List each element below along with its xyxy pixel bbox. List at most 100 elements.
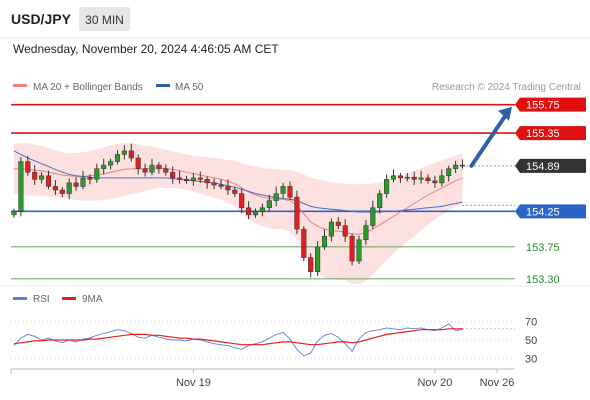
price-label-target: 153.75: [526, 242, 560, 254]
candle: [108, 158, 114, 170]
svg-text:155.35: 155.35: [526, 128, 560, 140]
candle: [121, 145, 127, 160]
candle: [170, 166, 176, 184]
forecast-arrow-shaft: [469, 112, 508, 168]
candle: [280, 182, 286, 198]
candle: [73, 177, 79, 191]
price-label-target: 153.30: [526, 274, 560, 286]
candle: [294, 190, 300, 235]
candle: [94, 163, 100, 183]
candle: [266, 194, 272, 212]
candle: [390, 169, 397, 183]
rsi-tick-label: 50: [525, 335, 537, 347]
candle: [397, 172, 403, 183]
rsi-ma-legend-swatch: [62, 297, 76, 300]
time-tick-label: Nov 19: [176, 377, 211, 389]
symbol-title: USD/JPY: [11, 11, 72, 27]
datetime-label: Wednesday, November 20, 2024 4:46:05 AM …: [13, 42, 279, 56]
candle: [404, 172, 410, 182]
candle: [156, 162, 162, 174]
svg-text:153.30: 153.30: [526, 274, 560, 286]
candle: [183, 175, 190, 184]
forecast-arrow: [469, 106, 512, 168]
forecast-arrow-head: [498, 106, 512, 121]
candle: [411, 171, 417, 186]
price-label-support: 154.25: [515, 204, 586, 219]
candle: [356, 235, 362, 264]
candle: [377, 190, 383, 214]
candle: [439, 169, 445, 187]
candle: [384, 174, 390, 198]
candle: [177, 170, 183, 184]
svg-text:153.75: 153.75: [526, 242, 560, 254]
credit-label: Research © 2024 Trading Central: [432, 82, 581, 93]
timeframe-button[interactable]: [79, 7, 130, 31]
candle: [101, 158, 107, 175]
candle: [239, 188, 245, 214]
candle: [135, 154, 141, 175]
candle: [370, 200, 376, 230]
time-tick-label: Nov 26: [480, 377, 515, 389]
candle: [308, 253, 314, 278]
candle: [321, 229, 328, 250]
candle: [363, 219, 369, 245]
rsi-legend-label: RSI: [33, 294, 50, 305]
candle: [349, 233, 355, 266]
rsi-ma-line: [13, 328, 463, 346]
svg-text:154.25: 154.25: [526, 206, 560, 218]
candle: [315, 241, 321, 277]
candle: [301, 226, 307, 262]
candle: [418, 170, 424, 184]
candle: [59, 187, 65, 198]
candle: [342, 219, 348, 242]
candle: [80, 170, 86, 190]
candle: [25, 155, 31, 176]
candles: [11, 143, 466, 278]
candle: [66, 178, 72, 200]
svg-text:154.89: 154.89: [526, 161, 560, 173]
price-labels: 155.75 155.35 154.89 154.25 153.75 153.30: [515, 97, 586, 286]
svg-text:155.75: 155.75: [526, 100, 560, 112]
ma50-line: [13, 150, 463, 213]
time-axis-labels: Nov 19 Nov 20 Nov 26: [10, 369, 515, 389]
candle: [425, 174, 431, 184]
candle: [287, 181, 293, 200]
candle: [432, 175, 438, 188]
price-label-resistance: 155.35: [515, 126, 586, 141]
candle: [39, 172, 45, 184]
ma20-legend-label: MA 20 + Bollinger Bands: [33, 82, 143, 93]
price-label-current: 154.89: [515, 158, 586, 173]
rsi-line: [13, 323, 463, 357]
time-tick-label: Nov 20: [417, 377, 452, 389]
candle: [18, 157, 24, 217]
candle: [328, 218, 334, 242]
candle: [128, 143, 134, 162]
rsi-tick-label: 70: [525, 316, 537, 328]
candle: [446, 165, 452, 182]
candle: [11, 208, 17, 218]
moving-averages: [13, 150, 463, 235]
candle: [273, 186, 279, 207]
rsi-panel: 70 50 30: [11, 316, 537, 366]
candle: [335, 217, 341, 230]
candle: [246, 201, 252, 220]
candle: [204, 176, 210, 189]
candle: [52, 180, 58, 195]
candle: [197, 171, 203, 183]
candle: [87, 174, 93, 185]
candle: [114, 150, 121, 165]
ma20-legend-swatch: [13, 84, 27, 87]
candle: [225, 179, 231, 195]
candle: [149, 158, 155, 176]
rsi-ma-legend-label: 9MA: [82, 294, 103, 305]
rsi-legend-swatch: [13, 297, 27, 300]
candle: [218, 179, 224, 190]
candle: [142, 163, 148, 177]
candle: [453, 160, 459, 173]
ma50-legend-swatch: [156, 84, 170, 87]
rsi-tick-label: 30: [525, 354, 537, 366]
candle: [459, 159, 466, 169]
candle: [190, 172, 196, 186]
price-label-resistance: 155.75: [515, 97, 586, 112]
